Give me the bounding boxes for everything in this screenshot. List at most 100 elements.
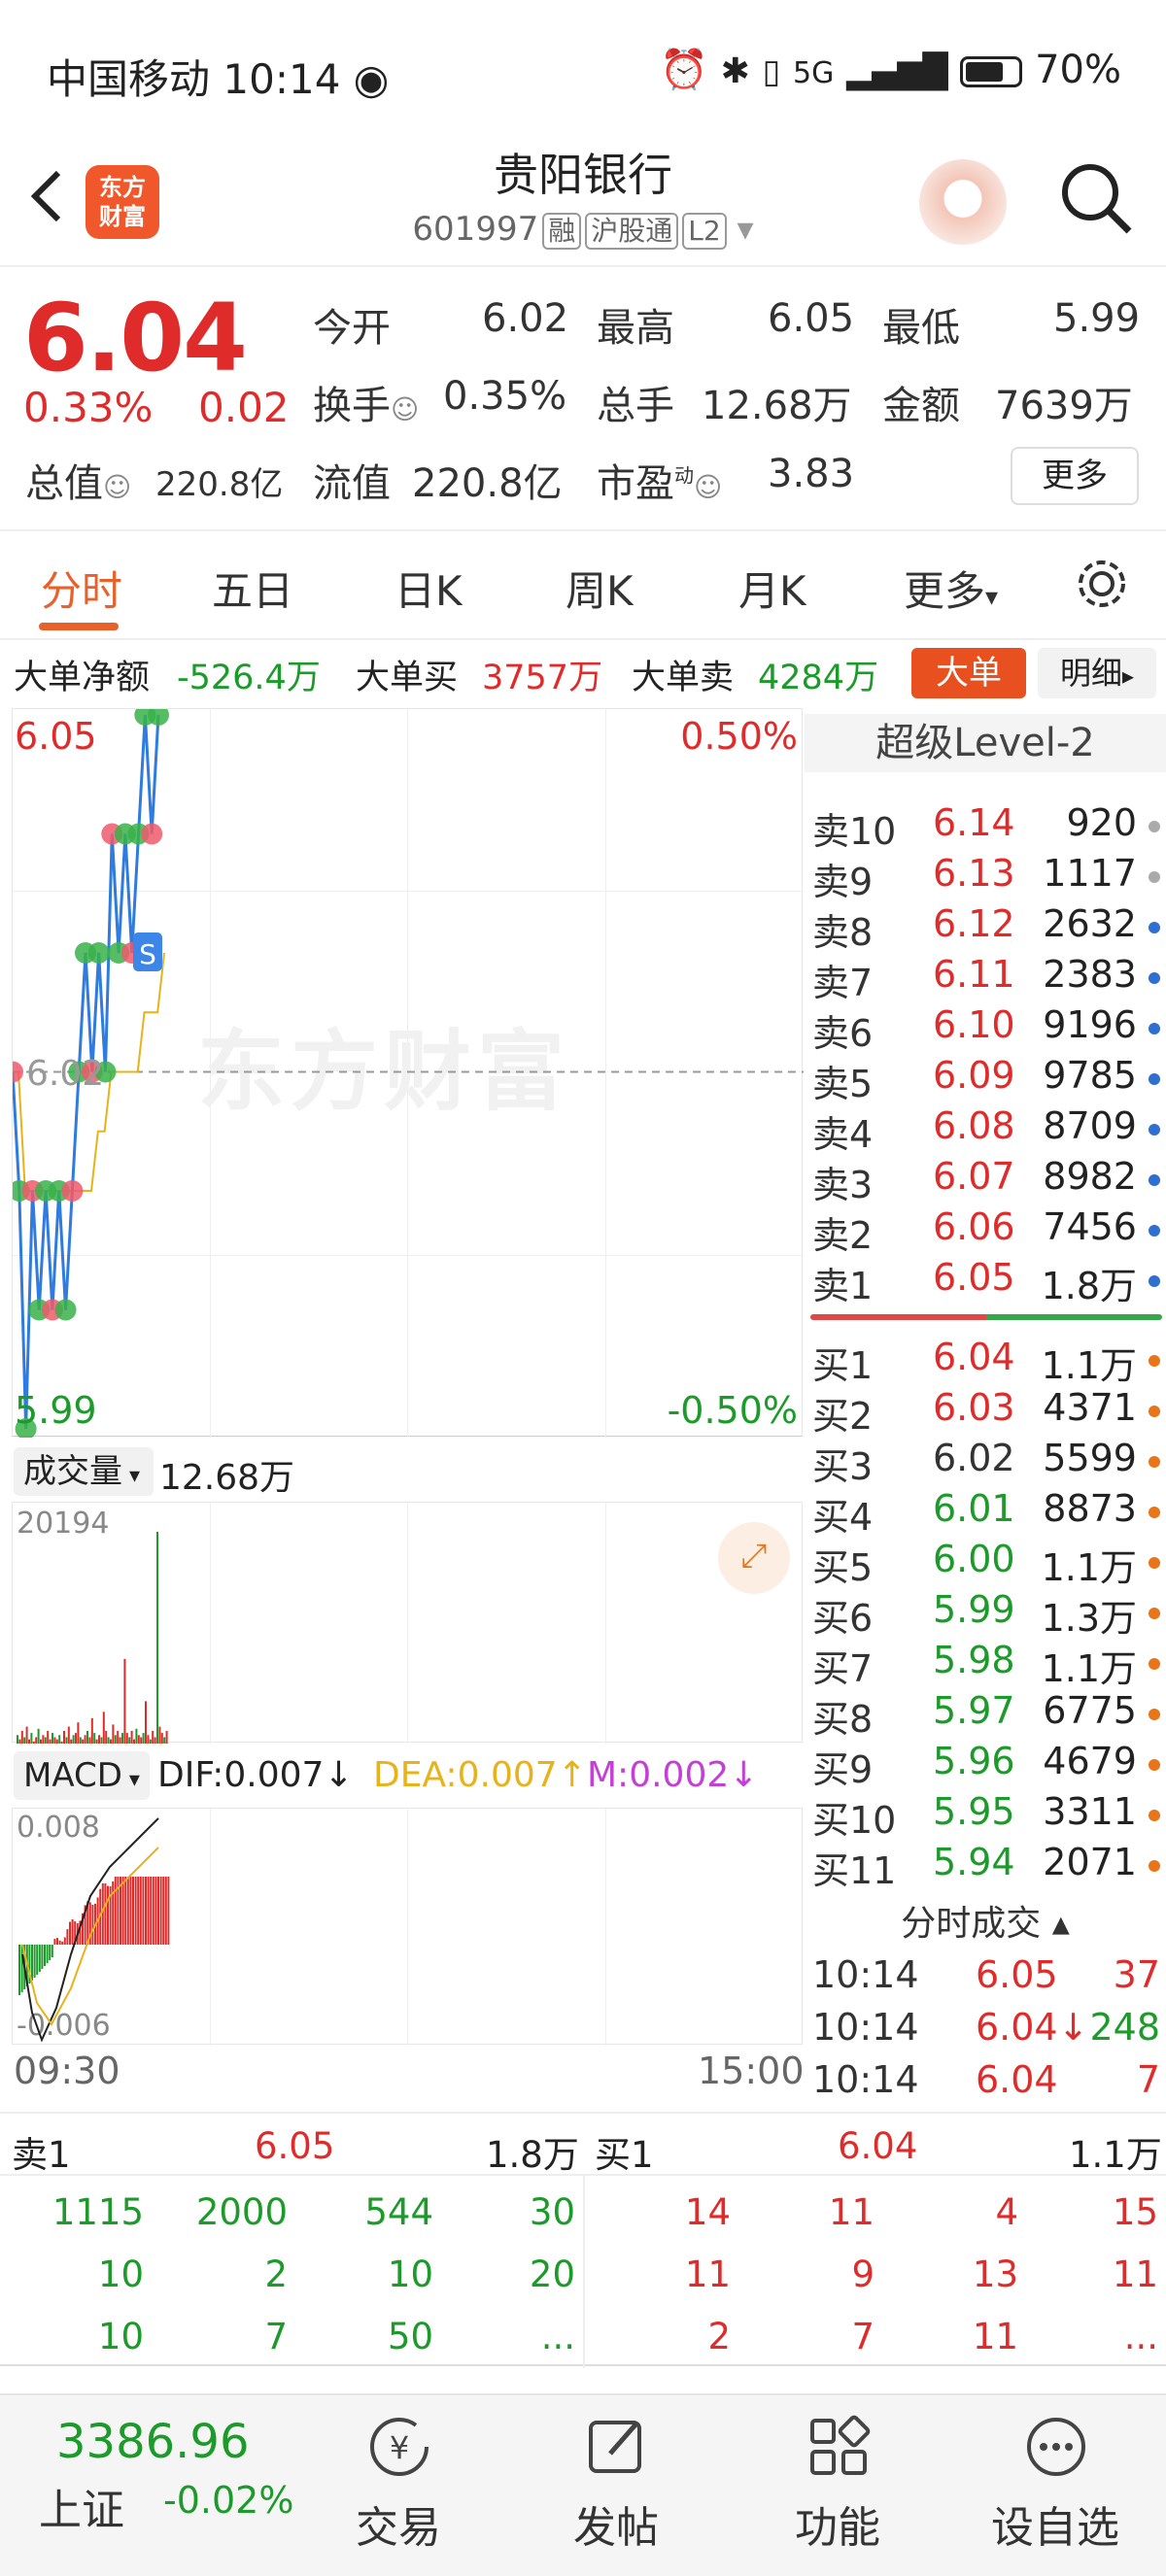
index-value[interactable]: 3386.96 — [56, 2415, 250, 2469]
ask-level: 卖5 — [812, 1063, 874, 1105]
bid-row[interactable]: 买6 5.99 1.3万 — [805, 1588, 1166, 1640]
bid-level: 买10 — [812, 1799, 897, 1842]
buy-queue-cell: 11 — [684, 2254, 731, 2295]
volume-bar — [77, 1722, 80, 1744]
volume-bar — [128, 1737, 131, 1744]
ask-row[interactable]: 卖6 6.10 9196 — [805, 1003, 1166, 1055]
volume-bar — [35, 1737, 38, 1744]
watchlist-icon[interactable] — [1022, 2413, 1090, 2481]
level2-title[interactable]: 超级Level-2 — [805, 714, 1166, 772]
nav-trade[interactable]: 交易 — [356, 2503, 441, 2553]
volume-bar — [114, 1735, 117, 1744]
volume-bar — [82, 1739, 85, 1744]
bid-row[interactable]: 买1 6.04 1.1万 — [805, 1336, 1166, 1387]
bid-dot-icon — [1149, 1355, 1160, 1367]
ask-row[interactable]: 卖5 6.09 9785 — [805, 1054, 1166, 1105]
bid-row[interactable]: 买7 5.98 1.1万 — [805, 1639, 1166, 1690]
status-right: ⏰ ✱ ▯ 5G ▂▄▆█ 70% — [660, 47, 1121, 92]
trade-icon[interactable]: ¥ — [365, 2413, 433, 2481]
bluetooth-icon: ✱ — [720, 51, 750, 91]
big-order-bar: 大单净额 -526.4万 大单买 3757万 大单卖 4284万 大单 明细▸ — [0, 642, 1166, 708]
ask-row[interactable]: 卖7 6.11 2383 — [805, 953, 1166, 1004]
search-icon[interactable] — [1057, 159, 1135, 237]
bid-row[interactable]: 买2 6.03 4371 — [805, 1386, 1166, 1438]
back-arrow-icon[interactable] — [27, 167, 66, 225]
ask-price: 6.13 — [933, 852, 1015, 895]
bid-row[interactable]: 买11 5.94 2071 — [805, 1841, 1166, 1892]
big-order-button[interactable]: 大单 — [911, 648, 1026, 698]
tab-daily[interactable]: 日K — [394, 567, 463, 615]
net-value: -526.4万 — [177, 659, 321, 697]
tab-weekly[interactable]: 周K — [566, 567, 634, 615]
ask-row[interactable]: 卖4 6.08 8709 — [805, 1104, 1166, 1156]
ask-dot-icon — [1149, 1073, 1160, 1085]
s-marker-label: S — [139, 938, 156, 970]
macd-bar — [46, 1945, 49, 1963]
tab-monthly[interactable]: 月K — [738, 567, 806, 615]
bid-dot-icon — [1149, 1406, 1160, 1417]
volume-bar — [135, 1728, 138, 1744]
post-icon[interactable] — [583, 2413, 651, 2481]
bid-dot-icon — [1149, 1557, 1160, 1569]
volume-bar — [158, 1726, 161, 1744]
tab-intraday[interactable]: 分时 — [41, 567, 123, 615]
expand-icon[interactable]: ⤢ — [718, 1522, 790, 1594]
macd-bar — [36, 1945, 39, 1975]
ask-row[interactable]: 卖1 6.05 1.8万 — [805, 1256, 1166, 1307]
bid-row[interactable]: 买4 6.01 8873 — [805, 1487, 1166, 1539]
detail-button[interactable]: 明细▸ — [1038, 648, 1156, 698]
buy-queue-cell: 9 — [851, 2254, 874, 2295]
nav-features[interactable]: 功能 — [795, 2503, 880, 2553]
features-icon[interactable] — [805, 2413, 873, 2481]
bid-row[interactable]: 买10 5.95 3311 — [805, 1790, 1166, 1842]
ask-row[interactable]: 卖2 6.06 7456 — [805, 1205, 1166, 1257]
bid-row[interactable]: 买9 5.96 4679 — [805, 1740, 1166, 1791]
trade-row: 10:14 6.04 7 — [805, 2058, 1166, 2111]
tab-5day[interactable]: 五日 — [212, 567, 294, 615]
macd-dea: DEA:0.007↑ — [373, 1755, 587, 1795]
ask-volume: 9196 — [1043, 1003, 1137, 1046]
open-label: 今开 — [313, 306, 391, 351]
status-left: 中国移动 10:14 ◉ — [47, 55, 390, 103]
macd-bar — [162, 1877, 165, 1945]
macd-selector[interactable]: MACD ▾ — [14, 1751, 150, 1800]
volume-bar — [107, 1737, 110, 1744]
bid-level: 买1 — [812, 1344, 874, 1387]
bid-price: 6.02 — [933, 1437, 1015, 1479]
robot-avatar-icon[interactable] — [919, 159, 1007, 247]
volume-selector[interactable]: 成交量 ▾ — [14, 1447, 154, 1496]
more-button[interactable]: 更多 — [1011, 447, 1139, 505]
macd-bar — [74, 1921, 77, 1945]
volume-bar — [79, 1737, 82, 1744]
amount-value: 7639万 — [995, 384, 1133, 428]
buy-queue-cell: 4 — [995, 2191, 1018, 2233]
macd-chart: 0.008 -0.006 — [12, 1808, 803, 2046]
buy-label: 大单买 — [356, 659, 459, 697]
index-name[interactable]: 上证 — [39, 2486, 124, 2535]
ask-level: 卖3 — [812, 1164, 874, 1206]
bid-row[interactable]: 买3 6.02 5599 — [805, 1437, 1166, 1488]
ask-row[interactable]: 卖3 6.07 8982 — [805, 1155, 1166, 1206]
intraday-chart[interactable]: 东方财富 S 6.05 0.50% 5.99 -0.50% 6.02 — [12, 708, 804, 1438]
nav-post[interactable]: 发帖 — [573, 2503, 659, 2553]
vibrate-icon: ▯ — [762, 52, 781, 91]
bid-row[interactable]: 买8 5.97 6775 — [805, 1689, 1166, 1741]
trades-title[interactable]: 分时成交 ▴ — [901, 1904, 1070, 1944]
trade-volume: 248 — [1089, 2006, 1160, 2049]
ask-row[interactable]: 卖10 6.14 920 — [805, 801, 1166, 853]
bid-row[interactable]: 买5 6.00 1.1万 — [805, 1538, 1166, 1589]
sell-queue-cell: ... — [540, 2316, 575, 2357]
nav-watchlist[interactable]: 设自选 — [991, 2503, 1119, 2553]
eye-icon: ◉ — [353, 55, 390, 103]
macd-bar — [53, 1939, 56, 1945]
volume-bar — [102, 1712, 105, 1744]
tab-more[interactable]: 更多▾ — [904, 567, 999, 615]
ask-row[interactable]: 卖9 6.13 1117 — [805, 852, 1166, 903]
stock-subtitle[interactable]: 601997 融沪股通 L2 ▾ — [0, 210, 1166, 250]
volume-bar — [51, 1733, 53, 1744]
macd-bar — [152, 1877, 154, 1945]
ask-level: 卖8 — [812, 911, 874, 954]
settings-gear-icon[interactable] — [1073, 555, 1131, 613]
ask-row[interactable]: 卖8 6.12 2632 — [805, 902, 1166, 954]
trade-row: 10:14 6.05 37 — [805, 1953, 1166, 2006]
